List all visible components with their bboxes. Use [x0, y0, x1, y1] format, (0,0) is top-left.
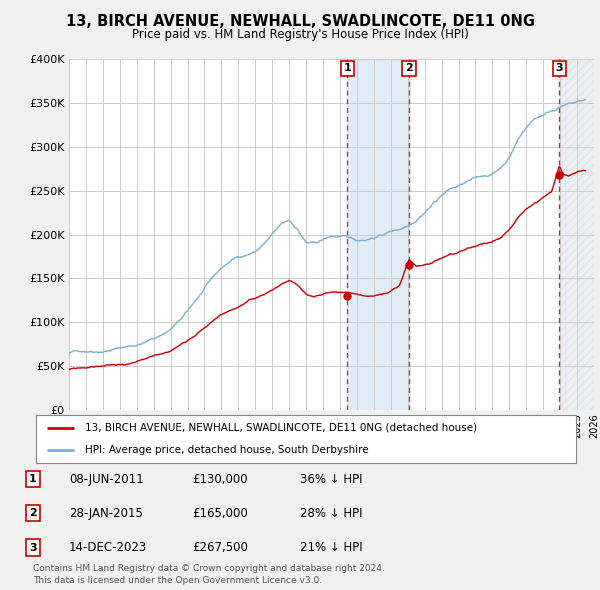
Text: 1: 1 [344, 63, 351, 73]
Text: 08-JUN-2011: 08-JUN-2011 [69, 473, 143, 486]
Text: Price paid vs. HM Land Registry's House Price Index (HPI): Price paid vs. HM Land Registry's House … [131, 28, 469, 41]
Text: 3: 3 [556, 63, 563, 73]
Text: 3: 3 [29, 543, 37, 552]
Text: 28-JAN-2015: 28-JAN-2015 [69, 507, 143, 520]
Text: HPI: Average price, detached house, South Derbyshire: HPI: Average price, detached house, Sout… [85, 445, 368, 455]
Text: £267,500: £267,500 [192, 541, 248, 554]
Text: Contains HM Land Registry data © Crown copyright and database right 2024.
This d: Contains HM Land Registry data © Crown c… [33, 565, 385, 585]
Text: £165,000: £165,000 [192, 507, 248, 520]
Text: 36% ↓ HPI: 36% ↓ HPI [300, 473, 362, 486]
Text: 2: 2 [29, 509, 37, 518]
Text: 13, BIRCH AVENUE, NEWHALL, SWADLINCOTE, DE11 0NG (detached house): 13, BIRCH AVENUE, NEWHALL, SWADLINCOTE, … [85, 423, 477, 433]
Text: 21% ↓ HPI: 21% ↓ HPI [300, 541, 362, 554]
Bar [347, 59, 409, 410]
Text: 13, BIRCH AVENUE, NEWHALL, SWADLINCOTE, DE11 0NG: 13, BIRCH AVENUE, NEWHALL, SWADLINCOTE, … [65, 14, 535, 29]
Text: 14-DEC-2023: 14-DEC-2023 [69, 541, 147, 554]
Text: £130,000: £130,000 [192, 473, 248, 486]
Text: 28% ↓ HPI: 28% ↓ HPI [300, 507, 362, 520]
Text: 2: 2 [405, 63, 413, 73]
Text: 1: 1 [29, 474, 37, 484]
Bar [559, 59, 594, 410]
